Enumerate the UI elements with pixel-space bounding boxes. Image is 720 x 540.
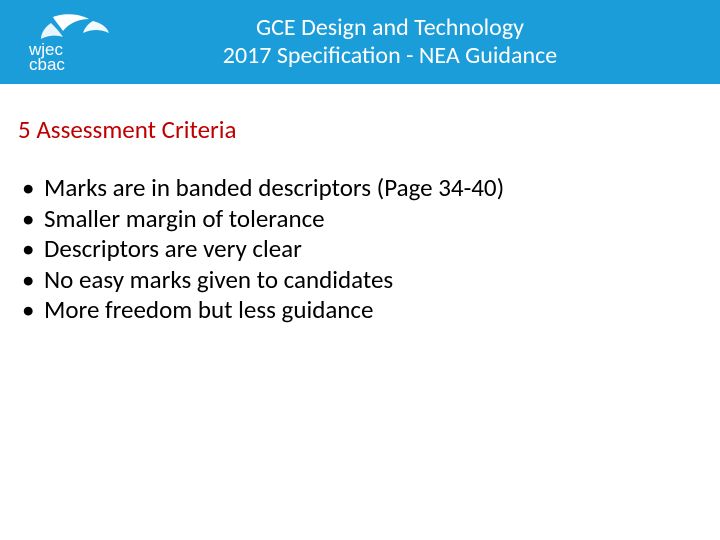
header-bar: wjec cbac GCE Design and Technology 2017… <box>0 0 720 84</box>
list-item: No easy marks given to candidates <box>22 265 702 296</box>
bullet-dot-icon <box>22 295 44 326</box>
bullet-list: Marks are in banded descriptors (Page 34… <box>18 173 702 326</box>
bullet-text: Marks are in banded descriptors (Page 34… <box>44 173 504 204</box>
list-item: More freedom but less guidance <box>22 295 702 326</box>
bullet-text: More freedom but less guidance <box>44 295 373 326</box>
header-title-line1: GCE Design and Technology <box>120 14 660 42</box>
header-title: GCE Design and Technology 2017 Specifica… <box>120 14 720 69</box>
wjec-cbac-logo-icon: wjec cbac <box>23 13 109 71</box>
list-item: Descriptors are very clear <box>22 234 702 265</box>
content-area: 5 Assessment Criteria Marks are in bande… <box>0 84 720 326</box>
bullet-text: No easy marks given to candidates <box>44 265 393 296</box>
bullet-dot-icon <box>22 265 44 296</box>
bullet-text: Descriptors are very clear <box>44 234 302 265</box>
list-item: Smaller margin of tolerance <box>22 204 702 235</box>
bullet-text: Smaller margin of tolerance <box>44 204 325 235</box>
section-heading: 5 Assessment Criteria <box>18 114 702 145</box>
header-title-line2: 2017 Specification - NEA Guidance <box>120 42 660 70</box>
list-item: Marks are in banded descriptors (Page 34… <box>22 173 702 204</box>
logo-area: wjec cbac <box>0 0 120 84</box>
bullet-dot-icon <box>22 234 44 265</box>
bullet-dot-icon <box>22 173 44 204</box>
logo-text-bottom: cbac <box>29 55 65 71</box>
bullet-dot-icon <box>22 204 44 235</box>
